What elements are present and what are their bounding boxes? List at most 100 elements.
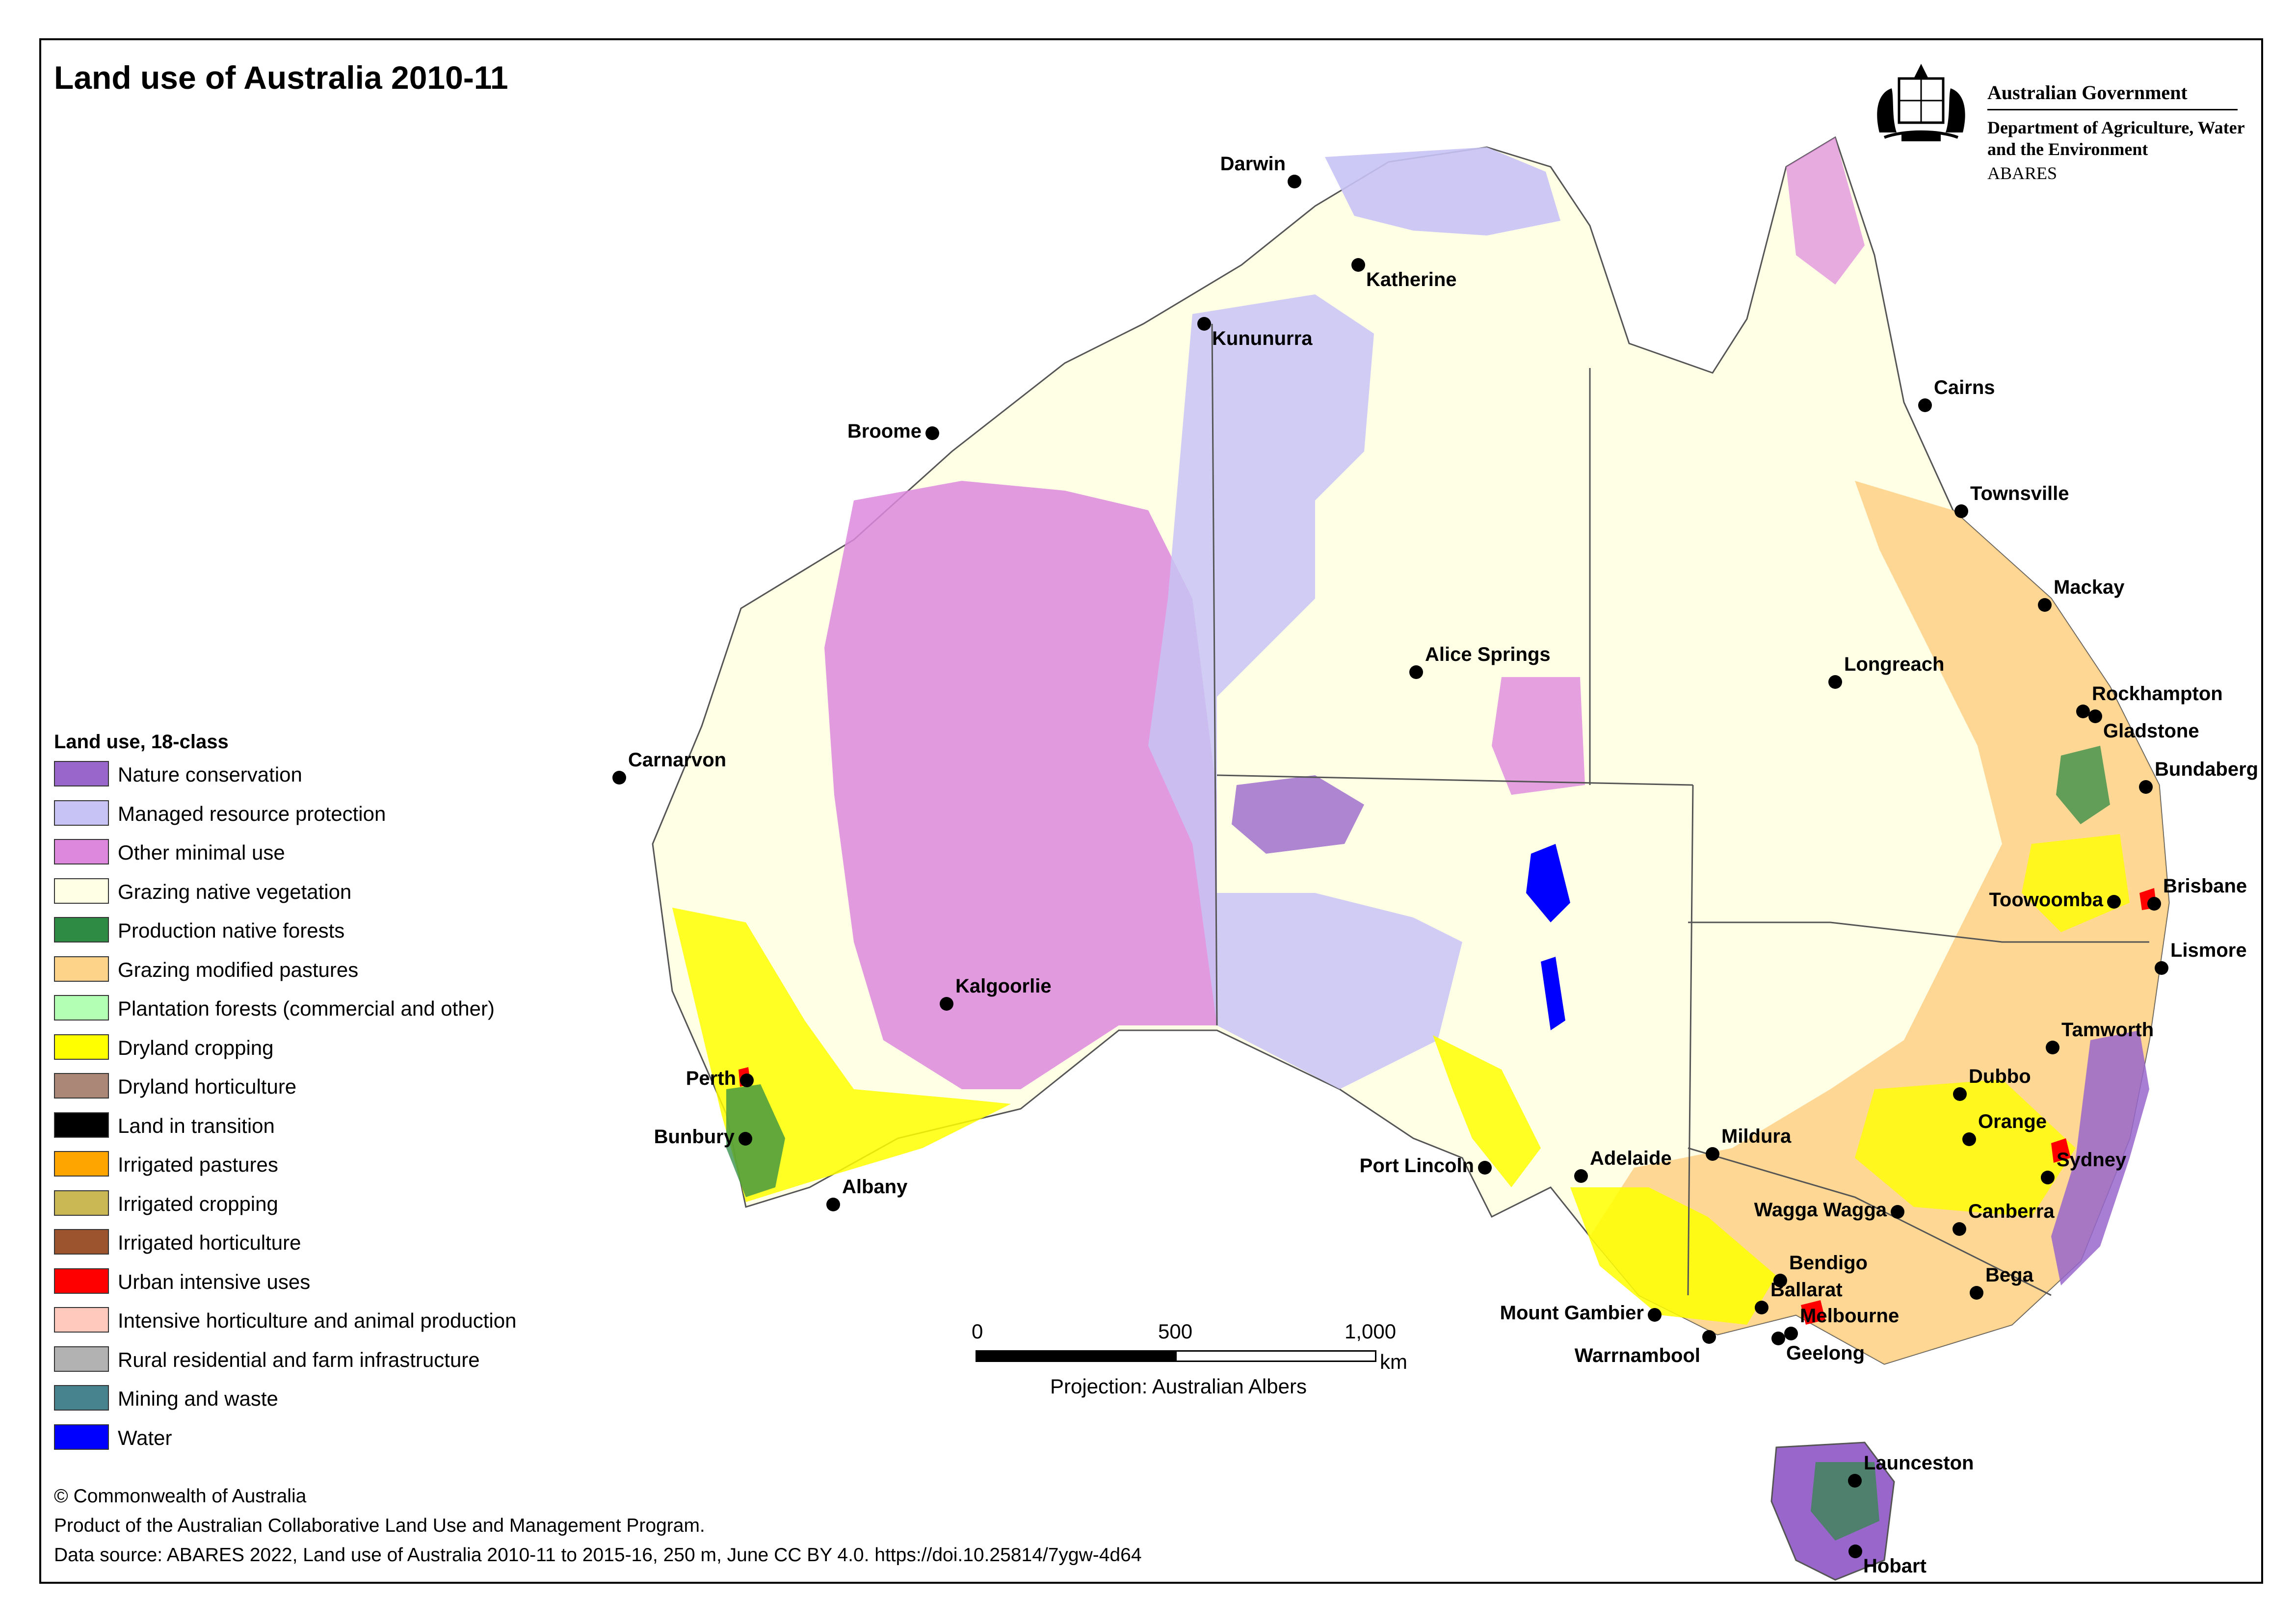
place-label: Dubbo [1969, 1066, 2031, 1087]
place-label: Melbourne [1800, 1305, 1900, 1327]
water-lake-torrens [1541, 957, 1565, 1030]
legend-label: Irrigated pastures [118, 1153, 278, 1176]
place-marker [739, 1132, 752, 1146]
legend-swatch [54, 1229, 109, 1255]
other-minimal-use-sa [1492, 677, 1585, 795]
legend-swatch [54, 995, 109, 1021]
place-marker [1773, 1274, 1787, 1287]
legend-label: Mining and waste [118, 1387, 278, 1410]
legend-item: Irrigated horticulture [54, 1229, 301, 1268]
dryland-cropping-eyre [1433, 1035, 1541, 1187]
place-marker [1409, 665, 1423, 679]
place-label: Darwin [1220, 153, 1286, 175]
legend-swatch [54, 917, 109, 942]
legend-item: Intensive horticulture and animal produc… [54, 1307, 516, 1346]
place-marker [2076, 705, 2090, 718]
legend-item: Dryland cropping [54, 1034, 274, 1073]
legend-items: Nature conservation Managed resource prot… [54, 761, 516, 1464]
place-label: Mildura [1721, 1126, 1792, 1147]
forest-qld [2056, 746, 2110, 824]
dryland-cropping-sa-vic [1570, 1187, 1776, 1325]
legend-item: Rural residential and farm infrastructur… [54, 1346, 480, 1386]
map-frame [39, 38, 2263, 1584]
legend-label: Urban intensive uses [118, 1270, 311, 1293]
legend-label: Production native forests [118, 919, 345, 942]
legend-swatch [54, 1424, 109, 1450]
place-label: Orange [1978, 1111, 2047, 1132]
place-label: Brisbane [2163, 875, 2247, 897]
managed-resource-central [1148, 294, 1462, 1089]
place-label: Gladstone [2103, 720, 2199, 742]
legend-label: Dryland horticulture [118, 1075, 297, 1098]
mainland [652, 136, 2170, 1365]
place-marker [940, 997, 953, 1011]
map-legend: Land use, 18-class Nature conservation Ma… [54, 731, 516, 1464]
department-name: Department of Agriculture, Water and the… [1987, 118, 2244, 159]
legend-label: Grazing modified pastures [118, 958, 359, 981]
credit-data-source: Data source: ABARES 2022, Land use of Au… [54, 1544, 1142, 1566]
credits: © Commonwealth of Australia Product of t… [54, 1482, 1142, 1570]
dryland-cropping-qld [2022, 834, 2130, 932]
place-marker [1771, 1332, 1785, 1345]
place-marker [1954, 504, 1968, 518]
legend-label: Nature conservation [118, 763, 302, 786]
legend-item: Dryland horticulture [54, 1073, 296, 1112]
legend-swatch [54, 1112, 109, 1138]
place-label: Longreach [1844, 654, 1945, 675]
scale-unit: km [1380, 1350, 1407, 1373]
place-label: Ballarat [1770, 1279, 1843, 1301]
place-marker [1755, 1301, 1768, 1314]
legend-item: Managed resource protection [54, 800, 386, 839]
place-marker [1891, 1205, 1904, 1219]
place-label: Bunbury [654, 1126, 735, 1148]
legend-label: Plantation forests (commercial and other… [118, 997, 495, 1020]
place-label: Bundaberg [2155, 759, 2259, 780]
credit-program: Product of the Australian Collaborative … [54, 1515, 705, 1536]
legend-item: Land in transition [54, 1112, 275, 1152]
legend-item: Water [54, 1424, 229, 1464]
place-marker [1288, 175, 1301, 188]
legend-label: Other minimal use [118, 841, 285, 864]
place-marker [612, 771, 626, 785]
place-marker [925, 426, 939, 440]
legend-item: Production native forests [54, 917, 344, 956]
place-marker [1828, 675, 1842, 689]
place-marker [1953, 1222, 1966, 1236]
map-title: Land use of Australia 2010-11 [54, 59, 508, 96]
dryland-cropping-east [1855, 1079, 2076, 1217]
legend-item: Grazing modified pastures [54, 956, 358, 995]
legend-label: Managed resource protection [118, 802, 386, 825]
place-label: Warrnambool [1574, 1345, 1700, 1366]
place-marker [1351, 258, 1365, 272]
agency-name: ABARES [1987, 163, 2058, 183]
place-label: Katherine [1366, 269, 1457, 290]
place-label: Canberra [1968, 1201, 2055, 1222]
place-label: Launceston [1864, 1452, 1974, 1474]
place-marker [1574, 1169, 1588, 1183]
place-label: Kalgoorlie [955, 975, 1052, 997]
place-label: Alice Springs [1425, 644, 1551, 665]
scale-bar-white [1175, 1350, 1376, 1362]
border-wa [1211, 323, 1218, 1026]
urban-sydney [2051, 1138, 2071, 1163]
place-label: Albany [842, 1176, 908, 1198]
place-marker [1784, 1327, 1798, 1340]
place-marker [1478, 1161, 1492, 1175]
place-marker [2147, 897, 2161, 911]
australia-land-use-map [652, 136, 2170, 1581]
place-label: Port Lincoln [1359, 1155, 1474, 1177]
scale-tick-1000: 1,000 [1345, 1320, 1397, 1343]
projection-note: Projection: Australian Albers [1050, 1375, 1307, 1398]
urban-melbourne [1801, 1300, 1825, 1325]
nature-conservation-east-coast [2051, 1030, 2149, 1285]
legend-swatch [54, 1034, 109, 1060]
place-marker [2088, 709, 2102, 723]
place-marker [1197, 317, 1211, 331]
legend-swatch [54, 800, 109, 826]
legend-swatch [54, 839, 109, 864]
legend-label: Grazing native vegetation [118, 880, 352, 903]
credit-copyright: © Commonwealth of Australia [54, 1486, 307, 1507]
legend-swatch [54, 1073, 109, 1099]
legend-item: Other minimal use [54, 839, 285, 878]
legend-label: Irrigated horticulture [118, 1231, 301, 1254]
